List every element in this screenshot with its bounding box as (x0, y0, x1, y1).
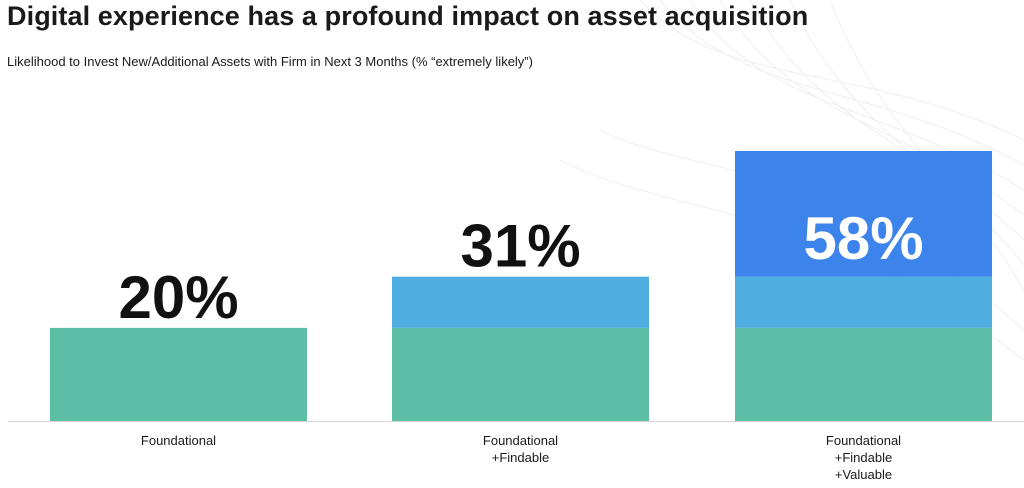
x-tick-label-3-line-3: +Valuable (835, 467, 892, 482)
bar-value-label-3: 58% (803, 205, 923, 272)
chart-subtitle: Likelihood to Invest New/Additional Asse… (7, 54, 533, 69)
bar-segment-foundational-2 (392, 327, 649, 421)
x-tick-label-2-line-2: +Findable (492, 450, 549, 465)
x-tick-label-2-line-1: Foundational (483, 433, 558, 448)
bar-segment-foundational-1 (50, 327, 307, 421)
bar-segment-findable-3 (735, 276, 992, 328)
bar-segment-valuable-3 (735, 151, 992, 277)
bar-value-label-1: 20% (118, 264, 238, 331)
x-tick-label-1-line-1: Foundational (141, 433, 216, 448)
bar-segment-findable-2 (392, 276, 649, 328)
chart-title: Digital experience has a profound impact… (7, 1, 809, 31)
bar-segment-foundational-3 (735, 327, 992, 421)
x-tick-label-3-line-2: +Findable (835, 450, 892, 465)
bar-value-label-2: 31% (460, 213, 580, 280)
x-tick-label-3-line-1: Foundational (826, 433, 901, 448)
